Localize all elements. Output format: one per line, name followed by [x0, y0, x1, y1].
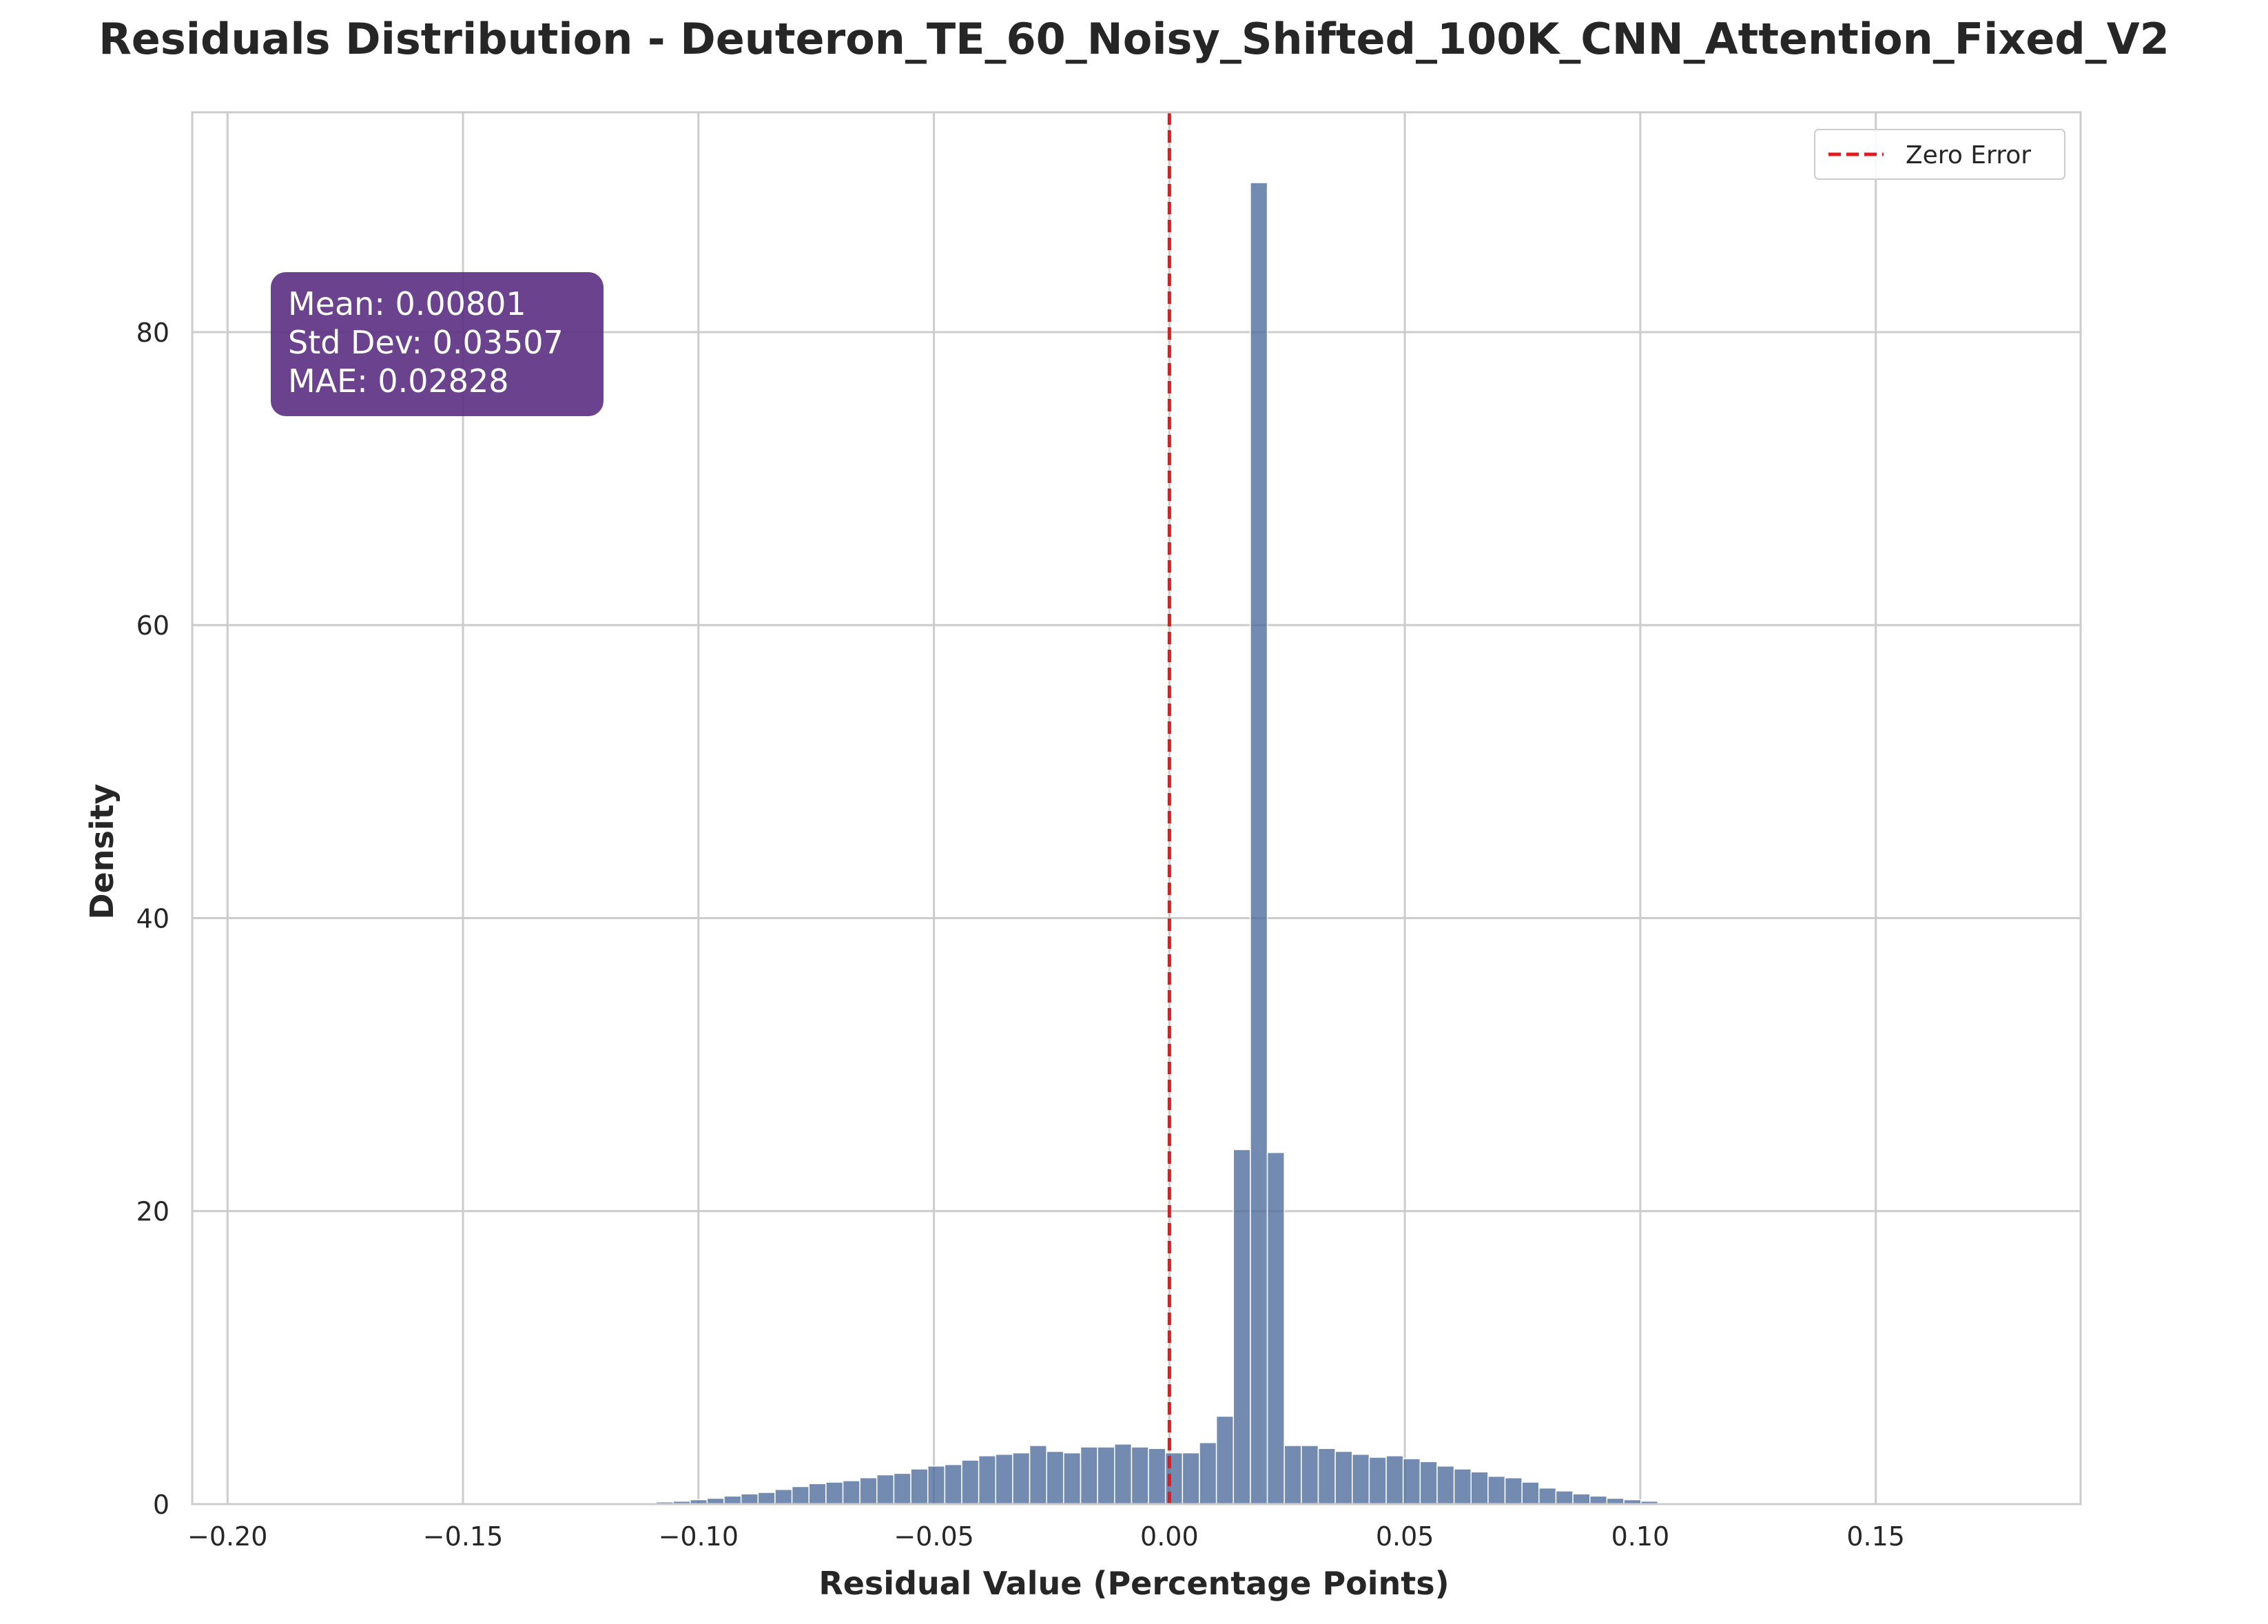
histogram-bar: [842, 1480, 860, 1505]
stats-annotation-box: Mean: 0.00801 Std Dev: 0.03507 MAE: 0.02…: [271, 272, 604, 416]
histogram-bar: [1538, 1487, 1557, 1505]
histogram-bar: [1182, 1452, 1200, 1505]
histogram-bar: [1233, 1149, 1251, 1505]
histogram-bar: [1114, 1443, 1133, 1505]
histogram-bar: [774, 1488, 793, 1505]
histogram-bar: [808, 1483, 827, 1505]
histogram-bar: [1199, 1441, 1217, 1505]
x-tick-label: −0.10: [659, 1521, 739, 1552]
histogram-bar: [1419, 1461, 1438, 1505]
histogram-bar: [995, 1453, 1013, 1505]
stats-mae: MAE: 0.02828: [288, 362, 509, 400]
stats-std-dev: Std Dev: 0.03507: [288, 324, 564, 361]
x-tick-label: 0.10: [1611, 1521, 1670, 1552]
histogram-bar: [1046, 1450, 1064, 1505]
y-tick-label: 40: [136, 903, 169, 934]
histogram-bar: [1148, 1448, 1166, 1505]
histogram-bar: [791, 1486, 810, 1505]
histogram-bars: [621, 182, 1693, 1505]
x-tick-label: −0.20: [187, 1521, 267, 1552]
histogram-bar: [876, 1474, 895, 1505]
histogram-bar: [1012, 1452, 1031, 1505]
histogram-bar: [1555, 1490, 1574, 1505]
x-axis-label: Residual Value (Percentage Points): [818, 1565, 1449, 1602]
histogram-bar: [1589, 1495, 1608, 1505]
plot-area-frame: [191, 111, 2082, 1505]
stats-box-background: [271, 272, 604, 416]
histogram-bar: [1453, 1468, 1472, 1505]
histogram-bar: [1436, 1465, 1455, 1505]
x-axis-ticks: −0.20 −0.15 −0.10 −0.05 0.00 0.05 0.10 0.15: [187, 1521, 1905, 1552]
histogram-bar: [723, 1495, 742, 1505]
y-tick-label: 80: [136, 318, 169, 348]
x-tick-label: −0.15: [423, 1521, 503, 1552]
stats-mean: Mean: 0.00801: [288, 285, 526, 322]
histogram-bar: [1080, 1446, 1098, 1505]
x-tick-label: −0.05: [894, 1521, 973, 1552]
histogram-bar: [1504, 1477, 1523, 1505]
histogram-bar: [1487, 1475, 1506, 1505]
histogram-bar: [927, 1465, 946, 1505]
legend-label-zero-error: Zero Error: [1906, 141, 2031, 169]
histogram-bar: [1368, 1457, 1387, 1505]
x-tick-label: 0.05: [1376, 1521, 1434, 1552]
histogram-bar: [1572, 1493, 1591, 1505]
legend-box: [1814, 129, 2065, 180]
histogram-bar: [944, 1463, 962, 1505]
histogram-bar: [978, 1455, 997, 1505]
histogram-bar: [825, 1481, 844, 1505]
histogram-bar: [1266, 1151, 1285, 1505]
histogram-bar: [1063, 1452, 1082, 1505]
histogram-bar: [961, 1459, 980, 1505]
histogram-bar: [757, 1492, 776, 1505]
y-tick-label: 60: [136, 610, 169, 641]
histogram-bar: [740, 1493, 759, 1505]
histogram-bar: [910, 1468, 929, 1505]
histogram-bar: [1385, 1455, 1404, 1505]
histogram-bar: [1215, 1415, 1235, 1505]
histogram-bar: [1284, 1445, 1302, 1505]
histogram-bar: [1402, 1458, 1421, 1505]
histogram-bar: [893, 1472, 911, 1505]
histogram-bar: [1470, 1471, 1489, 1505]
legend: Zero Error: [1814, 129, 2065, 180]
y-tick-label: 0: [153, 1490, 169, 1520]
histogram-bar: [1334, 1450, 1353, 1505]
y-axis-ticks: 0 20 40 60 80: [136, 318, 169, 1520]
histogram-bar: [1250, 182, 1268, 1505]
histogram-bar: [1317, 1448, 1336, 1505]
histogram-bar: [1097, 1446, 1115, 1505]
histogram-bar: [859, 1477, 878, 1505]
histogram-bar: [1131, 1446, 1149, 1505]
histogram-bar: [1521, 1481, 1540, 1505]
chart-title: Residuals Distribution - Deuteron_TE_60_…: [99, 14, 2169, 64]
x-tick-label: 0.00: [1140, 1521, 1199, 1552]
histogram-bar: [1352, 1453, 1370, 1505]
y-tick-label: 20: [136, 1197, 169, 1227]
histogram-bar: [1301, 1445, 1319, 1505]
y-axis-label: Density: [83, 783, 121, 919]
x-tick-label: 0.15: [1846, 1521, 1905, 1552]
histogram-bar: [1029, 1445, 1047, 1505]
gridlines: [192, 112, 2081, 1505]
